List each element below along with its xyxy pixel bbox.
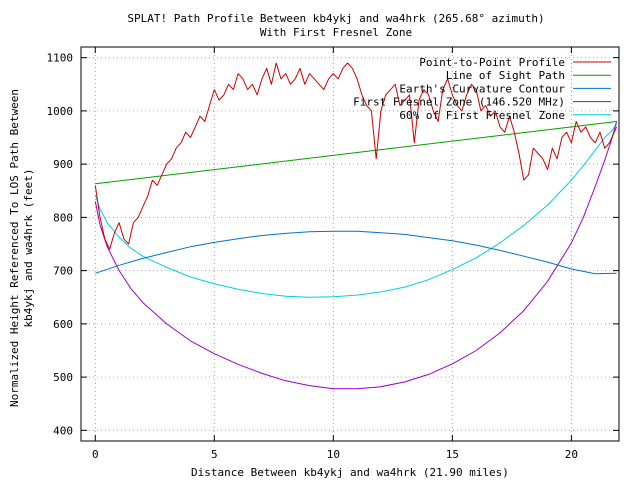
legend-label-fresnel: First Fresnel Zone (146.520 MHz) [353,96,565,109]
y-tick-label: 800 [53,211,73,224]
series-line-los [95,121,617,185]
y-tick-label: 900 [53,158,73,171]
grid [81,47,619,441]
x-axis-label: Distance Between kb4ykj and wa4hrk (21.9… [191,466,509,479]
series-line-fresnel60 [94,123,618,298]
legend-label-profile: Point-to-Point Profile [419,56,565,69]
x-tick-label: 20 [565,448,578,461]
series-line-profile [94,62,618,250]
x-tick-label: 15 [446,448,459,461]
x-tick-label: 0 [92,448,99,461]
y-tick-label: 500 [53,371,73,384]
y-tick-label: 1000 [47,105,74,118]
series-group [94,62,618,390]
chart-title-line-2: With First Fresnel Zone [260,26,412,39]
series-line-earth [95,230,617,275]
y-tick-label: 1100 [47,52,74,65]
chart-title-line-1: SPLAT! Path Profile Between kb4ykj and w… [127,12,544,25]
y-axis-label-line-1: Normalized Height Referenced To LOS Path… [8,89,21,407]
legend-label-earth: Earth's Curvature Contour [399,82,565,95]
legend-label-fresnel60: 60% of First Fresnel Zone [399,109,565,122]
y-tick-label: 600 [53,318,73,331]
y-axis-label-line-2: kb4ykj and wa4hrk (feet) [22,169,35,328]
x-tick-label: 10 [327,448,340,461]
x-tick-label: 5 [211,448,218,461]
series-line-fresnel [94,121,618,390]
y-tick-label: 700 [53,265,73,278]
legend-label-los: Line of Sight Path [446,69,565,82]
ticks-group: 0 5 10 15 20 400 500 600 700 800 900 1000 1100 [47,47,619,461]
plot-frame [80,46,620,442]
y-tick-label: 400 [53,424,73,437]
